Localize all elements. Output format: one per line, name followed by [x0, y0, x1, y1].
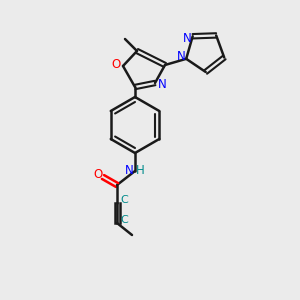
Text: N: N [158, 79, 166, 92]
Text: O: O [93, 167, 103, 181]
Text: N: N [183, 32, 192, 45]
Text: C: C [120, 195, 128, 205]
Text: N: N [177, 50, 186, 63]
Text: N: N [124, 164, 134, 178]
Text: H: H [136, 164, 144, 178]
Text: C: C [120, 215, 128, 225]
Text: O: O [111, 58, 121, 71]
